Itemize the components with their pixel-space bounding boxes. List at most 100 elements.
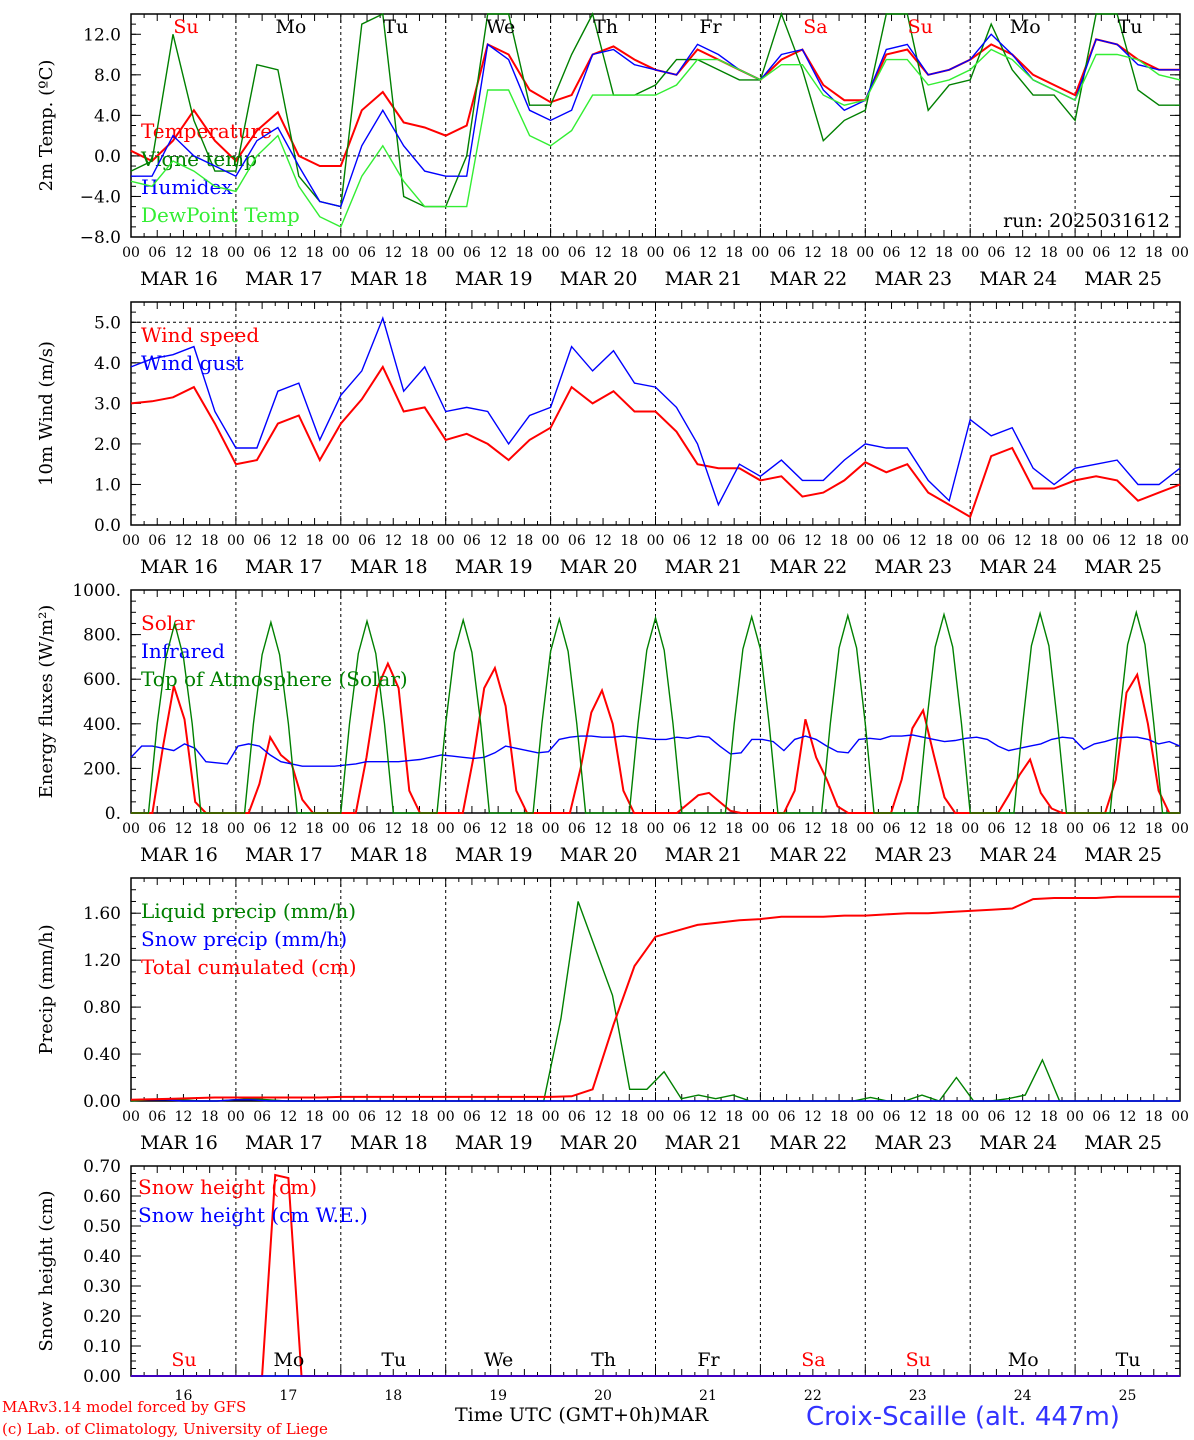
day-number-label: 17 xyxy=(279,1388,297,1404)
hour-tick-label: 06 xyxy=(673,1109,691,1125)
hour-tick-label: 00 xyxy=(1171,821,1189,837)
hour-tick-label: 06 xyxy=(358,821,376,837)
hour-tick-label: 12 xyxy=(804,245,822,261)
hour-tick-label: 00 xyxy=(227,533,245,549)
hour-tick-label: 00 xyxy=(961,821,979,837)
hour-tick-label: 06 xyxy=(253,245,271,261)
hour-tick-label: 06 xyxy=(778,245,796,261)
weekday-label: Sa xyxy=(803,16,827,38)
weekday-label: Tu xyxy=(1118,16,1143,38)
date-label: MAR 20 xyxy=(560,268,638,290)
hour-tick-label: 12 xyxy=(279,245,297,261)
date-label: MAR 19 xyxy=(455,268,533,290)
hour-tick-label: 18 xyxy=(830,821,848,837)
hour-tick-label: 12 xyxy=(279,1109,297,1125)
hour-tick-label: 06 xyxy=(778,533,796,549)
legend-entry: Top of Atmosphere (Solar) xyxy=(141,667,408,691)
hour-tick-label: 06 xyxy=(568,1109,586,1125)
y-tick-label: 200. xyxy=(83,759,121,779)
hour-tick-label: 06 xyxy=(883,533,901,549)
weekday-label: Su xyxy=(906,1349,931,1371)
hour-tick-label: 12 xyxy=(175,821,193,837)
hour-tick-label: 12 xyxy=(594,533,612,549)
date-label: MAR 24 xyxy=(979,268,1057,290)
hour-tick-label: 18 xyxy=(620,533,638,549)
weekday-label: Su xyxy=(171,1349,196,1371)
hour-tick-label: 00 xyxy=(1066,245,1084,261)
hour-tick-label: 00 xyxy=(856,1109,874,1125)
legend-entry: Liquid precip (mm/h) xyxy=(141,899,356,923)
hour-tick-label: 18 xyxy=(1145,245,1163,261)
y-tick-label: 3.0 xyxy=(94,394,121,414)
hour-tick-label: 00 xyxy=(1066,821,1084,837)
weekday-label: Sa xyxy=(801,1349,825,1371)
date-label: MAR 17 xyxy=(245,268,323,290)
y-tick-label: 0.00 xyxy=(83,1367,121,1387)
series-line-vigne-temp xyxy=(130,11,1180,208)
hour-tick-label: 18 xyxy=(306,1109,324,1125)
y-tick-label: 0.70 xyxy=(83,1157,121,1177)
series-line-snow-precip-mm-h- xyxy=(131,1099,1180,1102)
hour-tick-label: 12 xyxy=(909,1109,927,1125)
hour-tick-label: 18 xyxy=(725,821,743,837)
hour-tick-label: 12 xyxy=(699,821,717,837)
hour-tick-label: 18 xyxy=(411,533,429,549)
weekday-label: Mo xyxy=(275,16,306,38)
hour-tick-label: 06 xyxy=(253,533,271,549)
hour-tick-label: 06 xyxy=(1092,245,1110,261)
hour-tick-label: 06 xyxy=(883,821,901,837)
hour-tick-label: 18 xyxy=(620,821,638,837)
weekday-label: Su xyxy=(173,16,198,38)
hour-tick-label: 12 xyxy=(699,245,717,261)
hour-tick-label: 00 xyxy=(647,821,665,837)
y-axis-label: Snow height (cm) xyxy=(36,1190,57,1351)
hour-tick-label: 12 xyxy=(1119,533,1137,549)
y-tick-label: −4.0 xyxy=(80,187,121,207)
date-label: MAR 21 xyxy=(665,1132,743,1154)
y-tick-label: 0.50 xyxy=(83,1217,121,1237)
weekday-label: Tu xyxy=(1116,1349,1141,1371)
hour-tick-label: 00 xyxy=(1171,1109,1189,1125)
hour-tick-label: 12 xyxy=(384,1109,402,1125)
hour-tick-label: 00 xyxy=(751,533,769,549)
series-line-top-of-atmosphere-solar- xyxy=(131,609,1180,814)
hour-tick-label: 18 xyxy=(411,1109,429,1125)
hour-tick-label: 06 xyxy=(253,821,271,837)
date-label: MAR 18 xyxy=(350,268,428,290)
date-label: MAR 20 xyxy=(560,1132,638,1154)
series-line-wind-gust xyxy=(130,316,1181,507)
hour-tick-label: 18 xyxy=(201,533,219,549)
day-number-label: 16 xyxy=(175,1388,193,1404)
hour-tick-label: 06 xyxy=(673,821,691,837)
hour-tick-label: 18 xyxy=(515,533,533,549)
hour-tick-label: 18 xyxy=(620,1109,638,1125)
hour-tick-label: 18 xyxy=(201,245,219,261)
hour-tick-label: 06 xyxy=(148,821,166,837)
hour-tick-label: 18 xyxy=(1040,1109,1058,1125)
day-number-label: 18 xyxy=(384,1388,402,1404)
hour-tick-label: 06 xyxy=(148,1109,166,1125)
hour-tick-label: 12 xyxy=(175,245,193,261)
hour-tick-label: 00 xyxy=(647,533,665,549)
date-label: MAR 16 xyxy=(140,556,218,578)
series-line-infrared xyxy=(130,734,1181,767)
hour-tick-label: 00 xyxy=(122,533,140,549)
date-label: MAR 19 xyxy=(455,1132,533,1154)
date-label: MAR 19 xyxy=(455,844,533,866)
weekday-label: We xyxy=(484,1349,513,1371)
hour-tick-label: 06 xyxy=(568,821,586,837)
hour-tick-label: 18 xyxy=(515,821,533,837)
weekday-label: Mo xyxy=(1010,16,1041,38)
y-tick-label: 0.30 xyxy=(83,1277,121,1297)
y-tick-label: 0.20 xyxy=(83,1307,121,1327)
weekday-label: Mo xyxy=(273,1349,304,1371)
hour-tick-label: 18 xyxy=(725,245,743,261)
hour-tick-label: 12 xyxy=(804,821,822,837)
series-line-humidex xyxy=(131,33,1180,208)
hour-tick-label: 00 xyxy=(437,821,455,837)
hour-tick-label: 12 xyxy=(909,533,927,549)
hour-tick-label: 06 xyxy=(358,1109,376,1125)
date-label: MAR 20 xyxy=(560,844,638,866)
hour-tick-label: 12 xyxy=(1119,821,1137,837)
y-tick-label: 12.0 xyxy=(83,25,121,45)
